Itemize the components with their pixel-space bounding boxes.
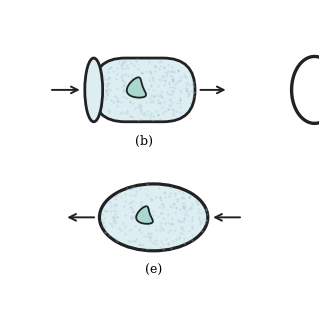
FancyBboxPatch shape — [93, 58, 195, 122]
Text: (e): (e) — [145, 264, 162, 277]
Polygon shape — [127, 77, 146, 98]
Ellipse shape — [85, 58, 103, 122]
Text: (b): (b) — [135, 135, 153, 148]
Ellipse shape — [100, 184, 208, 251]
Polygon shape — [136, 206, 153, 224]
